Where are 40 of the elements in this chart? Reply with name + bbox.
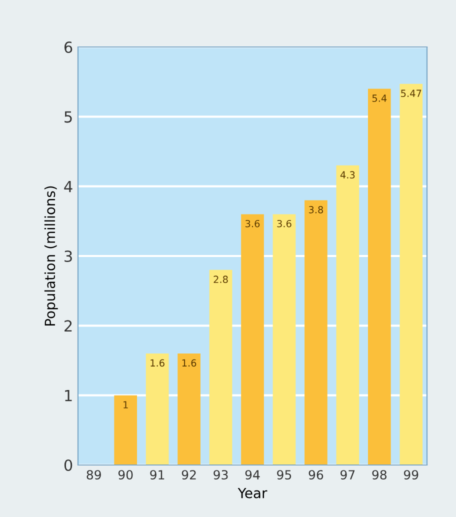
x-axis-title: Year	[238, 488, 268, 498]
bar	[146, 354, 169, 465]
bar	[304, 200, 328, 465]
bar	[336, 165, 360, 465]
data-label: 5.47	[401, 90, 422, 98]
y-tick-label: 3	[64, 250, 72, 262]
y-tick-label: 4	[64, 181, 72, 192]
x-tick-label: 97	[340, 470, 355, 480]
data-label: 4.3	[340, 171, 355, 179]
x-tick-label: 91	[150, 470, 164, 480]
bar	[178, 354, 200, 465]
x-tick-label: 90	[118, 470, 133, 480]
bar	[272, 214, 296, 465]
data-label: 1.6	[150, 359, 164, 367]
y-tick-label: 2	[64, 320, 72, 332]
data-label: 2.8	[214, 276, 228, 284]
x-tick-label: 92	[182, 470, 196, 480]
x-tick-label: 98	[372, 470, 387, 480]
x-tick-label: 94	[245, 470, 260, 480]
data-label: 5.4	[372, 94, 387, 102]
data-label: 3.6	[277, 220, 292, 228]
bar	[209, 270, 232, 465]
y-tick-label: 5	[64, 111, 72, 123]
bar	[241, 214, 264, 465]
y-tick-label: 6	[64, 41, 72, 54]
x-tick-label: 89	[86, 470, 101, 480]
y-tick-label: 1	[65, 390, 72, 402]
x-tick-label: 93	[214, 470, 228, 480]
data-label: 3.8	[308, 206, 324, 214]
bar	[400, 84, 423, 465]
y-axis-title: Population (millions)	[44, 186, 58, 326]
data-label: 3.6	[246, 220, 260, 228]
y-tick-label: 0	[64, 459, 72, 472]
data-label: 1	[124, 401, 128, 408]
data-label: 1.6	[182, 359, 196, 367]
x-tick-label: 96	[308, 470, 324, 480]
x-tick-label: 99	[404, 470, 418, 480]
bar	[114, 395, 138, 465]
x-tick-label: 95	[277, 470, 292, 480]
bar	[368, 88, 391, 465]
